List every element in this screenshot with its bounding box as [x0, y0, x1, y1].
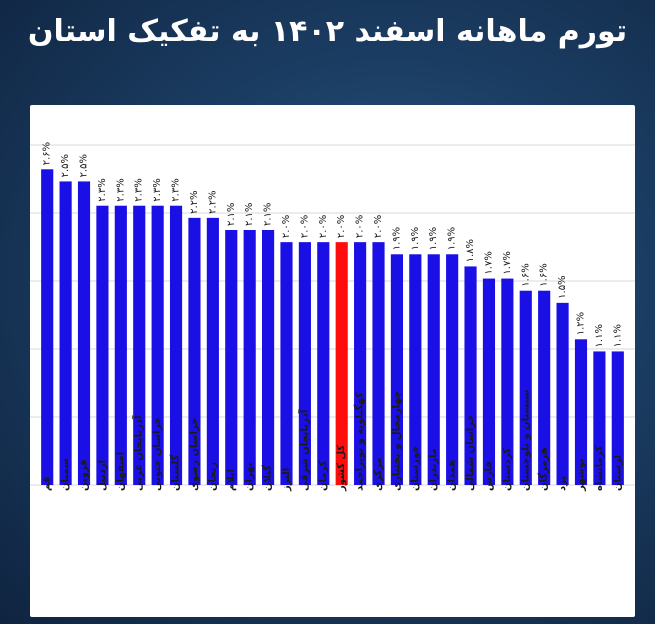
bar: [556, 302, 569, 485]
bar: [280, 242, 293, 485]
data-label: ۱.۹%: [428, 227, 439, 250]
category-label: البرز: [281, 468, 292, 492]
data-label: ۲.۵%: [79, 154, 90, 177]
category-label: فارس: [483, 461, 494, 491]
data-label: ۱.۶%: [539, 263, 550, 286]
bar: [96, 205, 109, 485]
category-label: کردستان: [502, 447, 513, 491]
category-label: کل کشور: [336, 445, 347, 492]
bar: [151, 205, 164, 485]
bar: [243, 230, 256, 485]
category-label: همدان: [447, 460, 458, 491]
category-label: چهارمحال و بختیاری: [391, 391, 402, 491]
category-label: خراسان شمالی: [465, 414, 476, 491]
data-label: ۲.۱%: [244, 203, 255, 226]
data-label: ۲.۰%: [336, 215, 347, 238]
category-label: اردبیل: [97, 460, 108, 491]
bar: [188, 217, 201, 486]
data-label: ۲.۳%: [115, 178, 126, 201]
bar: [372, 242, 385, 485]
bar: [519, 290, 532, 485]
category-label: سمنان: [60, 458, 71, 491]
bar: [574, 339, 588, 485]
category-label: خوزستان: [410, 446, 421, 491]
category-label: مرکزی: [373, 457, 384, 491]
bar: [262, 230, 275, 485]
data-label: ۲.۱%: [263, 203, 274, 226]
category-label: یزد: [557, 476, 568, 491]
data-label: ۲.۰%: [373, 215, 384, 238]
category-label: سیستان و بلوچستان: [520, 389, 531, 491]
bar: [225, 230, 238, 485]
category-label: اصفهان: [115, 452, 126, 491]
category-label: گلستان: [169, 454, 182, 491]
data-label: ۲.۳%: [134, 178, 145, 201]
bar-chart: ۲.۶% قم ۲.۵% سمنان ۲.۵% قزوین ۲.۳% اردبیل ۲.۳% اص…: [30, 142, 635, 492]
data-label: ۱.۵%: [557, 275, 568, 298]
category-label: بوشهر: [575, 458, 586, 492]
bar: [501, 278, 514, 485]
bar: [206, 217, 219, 486]
category-label: لرستان: [612, 455, 623, 491]
bar: [114, 205, 127, 485]
data-label: ۱.۹%: [410, 227, 421, 250]
category-label: قم: [42, 477, 53, 491]
data-label: ۲.۰%: [299, 215, 310, 238]
data-label: ۲.۲%: [189, 190, 200, 213]
data-label: ۱.۹%: [447, 227, 458, 250]
data-label: ۱.۱%: [594, 324, 605, 347]
category-label: کرمانشاه: [594, 445, 605, 491]
bar: [298, 242, 311, 485]
data-label: ۲.۲%: [207, 190, 218, 213]
bar: [133, 205, 146, 485]
bar: [538, 290, 551, 485]
data-label: ۲.۰%: [355, 215, 366, 238]
bar: [464, 266, 477, 485]
data-label: ۱.۷%: [483, 251, 494, 274]
bar: [390, 254, 403, 485]
category-label: کرمان: [318, 460, 329, 491]
bar: [169, 205, 183, 485]
category-label: خراسان جنوبی: [152, 417, 163, 491]
category-label: مازندران: [428, 448, 439, 491]
data-label: ۱.۷%: [502, 251, 513, 274]
category-label: زنجان: [207, 462, 218, 491]
chart-title: تورم ماهانه اسفند ۱۴۰۲ به تفکیک استان: [27, 14, 628, 49]
category-label: خراسان رضوی: [189, 418, 200, 491]
category-label: هرمزگان: [537, 447, 550, 491]
category-label: آذربایجان شرقی: [297, 409, 310, 491]
bar: [409, 254, 422, 485]
category-label: قزوین: [79, 459, 90, 491]
bar: [427, 254, 440, 485]
data-label: ۲.۳%: [152, 178, 163, 201]
category-label: تهران: [244, 462, 255, 491]
category-label: گیلان: [261, 465, 274, 491]
category-label: ایلام: [226, 469, 237, 491]
bar: [41, 169, 54, 485]
data-label: ۱.۶%: [520, 263, 531, 286]
data-label: ۲.۵%: [60, 154, 71, 177]
category-label: آذربایجان غربی: [132, 415, 145, 491]
bar: [77, 181, 91, 485]
bar: [335, 242, 348, 485]
bar: [317, 242, 330, 485]
bar: [446, 254, 459, 485]
data-label: ۱.۱%: [612, 324, 623, 347]
chart-panel: ۲.۶% قم ۲.۵% سمنان ۲.۵% قزوین ۲.۳% اردبیل ۲.۳% اص…: [30, 105, 635, 617]
data-label: ۲.۱%: [226, 203, 237, 226]
bar: [482, 278, 496, 485]
bar: [593, 351, 606, 485]
data-label: ۲.۰%: [318, 215, 329, 238]
data-label: ۲.۳%: [171, 178, 182, 201]
bar: [611, 351, 624, 485]
data-label: ۱.۹%: [391, 227, 402, 250]
category-label: کهگیلویه و بویراحمد: [353, 392, 366, 491]
data-label: ۲.۰%: [281, 215, 292, 238]
bar: [59, 181, 72, 485]
data-label: ۱.۲%: [575, 312, 586, 335]
data-label: ۲.۶%: [42, 142, 53, 165]
bar: [354, 242, 367, 485]
data-label: ۱.۸%: [465, 239, 476, 262]
data-label: ۲.۳%: [97, 178, 108, 201]
